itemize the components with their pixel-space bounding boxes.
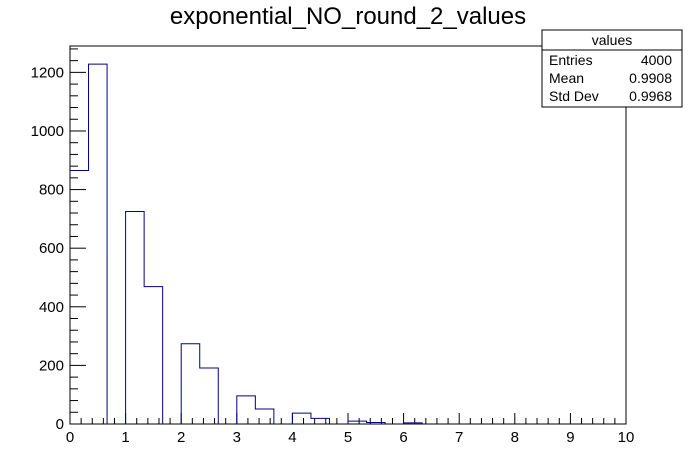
x-tick-label: 6 [399,429,407,446]
y-tick-label: 800 [39,182,64,199]
histogram-bar [70,171,89,424]
x-tick-label: 10 [618,429,635,446]
histogram-outline [69,63,441,425]
x-tick-label: 4 [288,429,296,446]
x-tick-label: 3 [233,429,241,446]
histogram-bar [311,418,330,424]
x-tick-label: 5 [344,429,352,446]
x-tick-label: 7 [455,429,463,446]
stats-mean-label: Mean [549,70,584,86]
stats-entries-value: 4000 [641,52,672,68]
y-tick-labels: 0 200 400 600 800 1000 1200 [31,64,64,433]
histogram-bar [255,409,274,424]
histogram-bars [70,64,422,424]
x-tick-labels: 0 1 2 3 4 5 6 7 8 9 10 [66,429,635,446]
x-tick-label: 8 [511,429,519,446]
y-tick-label: 1000 [31,123,64,140]
stats-box: values Entries 4000 Mean 0.9908 Std Dev … [541,29,683,108]
y-tick-label: 200 [39,357,64,374]
stats-stddev-label: Std Dev [549,88,599,104]
chart-title: exponential_NO_round_2_values [170,3,526,30]
plot-frame [69,45,627,425]
y-tick-label: 400 [39,299,64,316]
stats-stddev-value: 0.9968 [629,88,672,104]
stats-entries-label: Entries [549,52,593,68]
x-tick-label: 2 [177,429,185,446]
stats-box-frame [541,29,683,108]
y-tick-label: 0 [56,416,64,433]
y-tick-label: 1200 [31,64,64,81]
histogram-bar [292,413,311,424]
histogram-bar [200,368,219,424]
histogram-bar [237,396,256,424]
stats-mean-value: 0.9908 [629,70,672,86]
stats-box-title: values [592,32,632,48]
histogram-bar [144,287,163,424]
x-tick-label: 1 [121,429,129,446]
histogram-bar [89,64,108,424]
y-tick-label: 600 [39,240,64,257]
histogram-bar [126,212,145,424]
histogram-bar [181,344,200,424]
x-tick-label: 9 [566,429,574,446]
x-tick-label: 0 [66,429,74,446]
